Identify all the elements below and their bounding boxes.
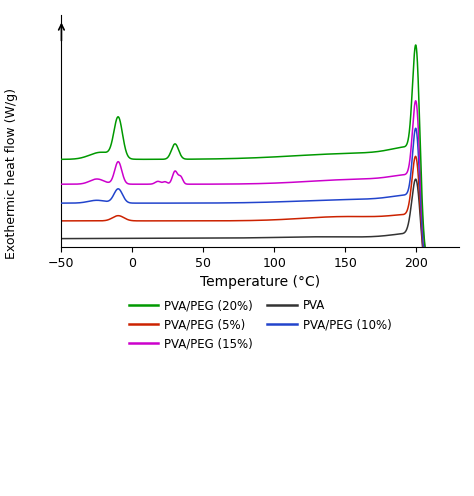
X-axis label: Temperature (°C): Temperature (°C) (200, 275, 320, 289)
Text: Exothermic heat flow (W/g): Exothermic heat flow (W/g) (5, 88, 18, 259)
Legend: PVA/PEG (20%), PVA/PEG (5%), PVA/PEG (15%), PVA, PVA/PEG (10%): PVA/PEG (20%), PVA/PEG (5%), PVA/PEG (15… (124, 295, 396, 355)
